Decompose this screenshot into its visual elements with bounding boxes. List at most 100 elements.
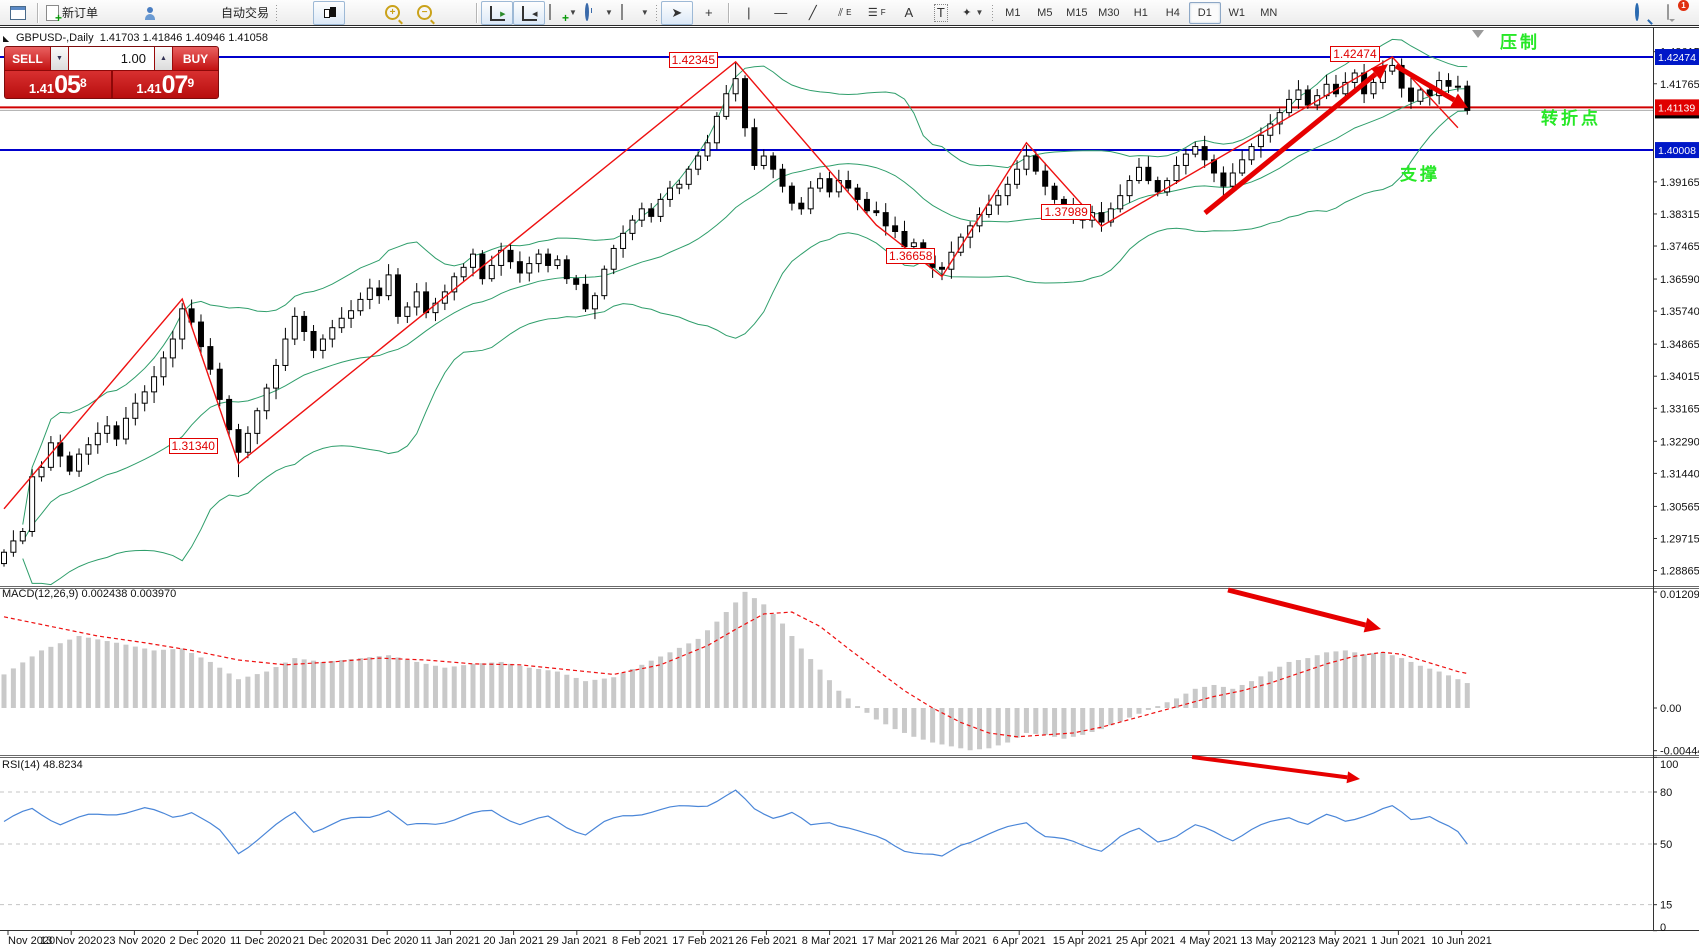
chart-window[interactable]: 1.426151.417651.391651.383151.374651.365… <box>0 26 1699 949</box>
bar-chart-button[interactable] <box>281 1 313 25</box>
macd-indicator-label: MACD(12,26,9) 0.002438 0.003970 <box>2 588 177 600</box>
chart-shift-marker-icon[interactable] <box>1472 30 1484 38</box>
bid-price[interactable]: 1.41 05 8 <box>5 71 111 98</box>
timeframe-h1[interactable]: H1 <box>1133 6 1148 19</box>
svg-text:1.33165: 1.33165 <box>1660 403 1699 415</box>
toolbar-grip[interactable] <box>990 3 995 22</box>
toolbar-separator <box>727 2 730 23</box>
toolbar-separator <box>37 2 39 23</box>
timeframe-d1[interactable]: D1 <box>1188 1 1221 24</box>
notifications-button[interactable]: 1 <box>1659 0 1691 25</box>
ask-price-pip: 9 <box>187 76 195 90</box>
svg-text:26 Mar 2021: 26 Mar 2021 <box>925 935 987 947</box>
candlestick-button[interactable] <box>313 0 346 25</box>
auto-trading-button[interactable]: 自动交易 <box>198 1 273 25</box>
profiles-button[interactable] <box>134 1 166 25</box>
new-chart-icon <box>549 3 552 20</box>
window-menu-button[interactable] <box>2 1 34 25</box>
news-button[interactable] <box>166 1 198 25</box>
pane-borders <box>0 27 1699 931</box>
search-button[interactable] <box>1627 1 1659 25</box>
volume-increase-button[interactable]: ▲ <box>154 47 173 70</box>
rsi-pane[interactable] <box>0 789 1653 906</box>
crosshair-button[interactable]: + <box>693 1 725 25</box>
toolbar: + 新订单 自动交易 + − ▼ ▼ ▼ ➤ + | — ╱ ⫽E ☰F A T… <box>0 0 1699 26</box>
channel-icon: ⫽ <box>838 6 844 19</box>
indicators-icon <box>620 3 623 20</box>
horizontal-line-button[interactable]: — <box>765 1 797 25</box>
macd-pane[interactable] <box>1 591 1470 751</box>
svg-text:29 Jan 2021: 29 Jan 2021 <box>547 935 608 947</box>
price-axis[interactable]: 1.426151.417651.391651.383151.374651.365… <box>1653 47 1699 578</box>
new-chart-button[interactable]: ▼ <box>545 1 581 25</box>
toolbar-grip[interactable] <box>275 3 280 22</box>
cursor-button[interactable]: ➤ <box>660 0 693 25</box>
ohlc-values: 1.41703 1.41846 1.40946 1.41058 <box>99 32 268 44</box>
bid-price-pip: 8 <box>79 76 87 90</box>
sell-button[interactable]: SELL <box>5 47 50 70</box>
new-order-button[interactable]: + 新订单 <box>42 1 102 25</box>
svg-text:23 Nov 2020: 23 Nov 2020 <box>103 935 165 947</box>
ask-price[interactable]: 1.41 07 9 <box>110 71 218 98</box>
price-chart-svg[interactable]: 1.426151.417651.391651.383151.374651.365… <box>0 26 1699 949</box>
zigzag-price-label: 1.31340 <box>168 437 218 454</box>
timeframe-mn[interactable]: MN <box>1260 6 1278 19</box>
zigzag-price-label: 1.42345 <box>668 51 719 68</box>
shapes-button[interactable]: ✦ ▼ <box>957 1 989 25</box>
svg-text:15 Apr 2021: 15 Apr 2021 <box>1053 935 1112 947</box>
text-button[interactable]: A <box>893 1 925 25</box>
svg-text:0.01209: 0.01209 <box>1660 589 1699 601</box>
rsi-indicator-label: RSI(14) 48.8234 <box>2 759 83 771</box>
auto-scroll-button[interactable] <box>481 0 514 25</box>
fibonacci-icon: ☰ <box>867 6 878 19</box>
search-icon <box>1635 2 1639 21</box>
text-icon: A <box>904 4 914 20</box>
svg-text:26 Feb 2021: 26 Feb 2021 <box>736 935 798 947</box>
macd-axis[interactable]: 0.01209 0.00 -0.004446 <box>1653 589 1699 758</box>
svg-text:1.38315: 1.38315 <box>1660 209 1699 221</box>
chart-annotation-text: 压制 <box>1500 33 1540 52</box>
period-button[interactable]: ▼ <box>581 1 617 25</box>
svg-text:2 Dec 2020: 2 Dec 2020 <box>169 935 225 947</box>
trendline-button[interactable]: ╱ <box>797 1 829 25</box>
svg-text:1.31440: 1.31440 <box>1660 468 1699 480</box>
svg-text:21 Dec 2020: 21 Dec 2020 <box>293 935 355 947</box>
toolbar-grip[interactable] <box>654 3 659 22</box>
indicators-button[interactable]: ▼ <box>617 1 653 25</box>
rsi-axis[interactable]: 100 80 50 15 0 <box>1653 756 1678 934</box>
fibonacci-button[interactable]: ☰ F <box>861 1 893 25</box>
vertical-line-button[interactable]: | <box>733 1 765 25</box>
text-label-button[interactable]: T <box>925 1 957 25</box>
svg-text:10 Jun 2021: 10 Jun 2021 <box>1431 935 1492 947</box>
svg-text:1.41765: 1.41765 <box>1660 79 1699 91</box>
ask-price-prefix: 1.41 <box>136 81 162 96</box>
buy-button[interactable]: BUY <box>173 47 218 70</box>
timeframe-w1[interactable]: W1 <box>1228 6 1246 19</box>
toolbar-separator <box>476 2 479 23</box>
profile-icon <box>143 6 157 20</box>
dropdown-arrow-icon: ▼ <box>569 8 577 17</box>
svg-text:1.34865: 1.34865 <box>1660 339 1699 351</box>
styler-button[interactable] <box>102 1 134 25</box>
zoom-in-button[interactable]: + <box>377 1 409 25</box>
line-chart-button[interactable] <box>345 1 377 25</box>
tile-windows-button[interactable] <box>441 1 473 25</box>
timeframe-m5[interactable]: M5 <box>1037 6 1053 19</box>
volume-decrease-button[interactable]: ▼ <box>50 47 69 70</box>
bid-price-prefix: 1.41 <box>28 81 55 96</box>
timeframe-h4[interactable]: H4 <box>1165 6 1180 19</box>
timeframe-m30[interactable]: M30 <box>1098 6 1120 19</box>
zigzag-line[interactable] <box>3 56 1459 510</box>
timeframe-group: M1 M5 M15 M30 H1 H4 D1 W1 MN <box>997 1 1285 24</box>
channel-button[interactable]: ⫽ E <box>829 1 861 25</box>
chart-shift-button[interactable] <box>513 0 546 25</box>
zoom-out-button[interactable]: − <box>409 1 441 25</box>
svg-text:6 Apr 2021: 6 Apr 2021 <box>993 935 1046 947</box>
trend-arrows[interactable] <box>1191 63 1468 784</box>
bid-price-main: 05 <box>54 71 81 99</box>
volume-input[interactable] <box>69 47 154 70</box>
cursor-icon: ➤ <box>671 4 683 20</box>
timeframe-m15[interactable]: M15 <box>1066 6 1088 19</box>
timeframe-m1[interactable]: M1 <box>1005 6 1021 19</box>
